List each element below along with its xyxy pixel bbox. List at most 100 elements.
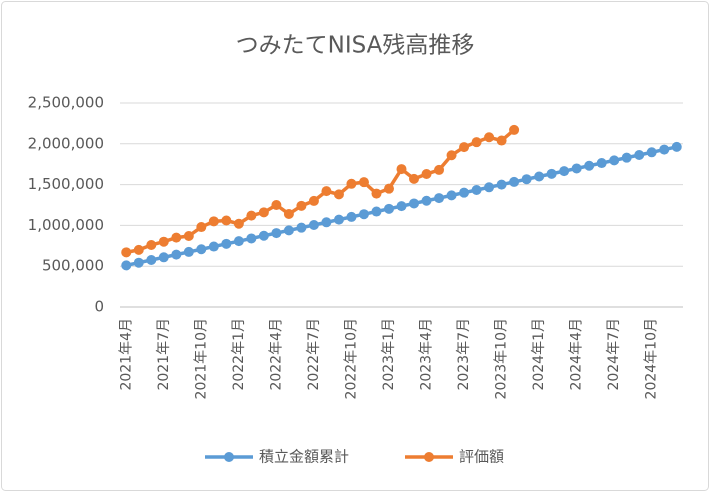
y-tick-label: 1,500,000	[28, 175, 104, 193]
data-point	[446, 190, 457, 201]
data-point	[333, 189, 344, 200]
data-point	[296, 222, 307, 233]
data-point	[459, 142, 470, 153]
data-point	[396, 201, 407, 212]
x-tick-label: 2021年7月	[156, 318, 172, 391]
data-point	[146, 239, 157, 250]
legend-marker	[224, 452, 234, 462]
data-point	[246, 233, 257, 244]
data-point	[371, 206, 382, 217]
y-tick-label: 500,000	[42, 257, 104, 275]
chart-title: つみたてNISA残高推移	[236, 33, 475, 59]
data-point	[258, 207, 269, 218]
data-point	[121, 260, 132, 271]
data-point	[321, 217, 332, 228]
data-point	[471, 184, 482, 195]
data-point	[183, 246, 194, 257]
data-point	[409, 173, 420, 184]
x-tick-label: 2021年10月	[193, 318, 209, 399]
data-point	[133, 257, 144, 268]
data-point	[534, 171, 545, 182]
data-point	[509, 124, 520, 135]
data-point	[296, 200, 307, 211]
data-point	[221, 215, 232, 226]
data-point	[158, 236, 169, 247]
data-point	[484, 182, 495, 193]
data-point	[496, 179, 507, 190]
y-tick-label: 1,000,000	[28, 216, 104, 234]
data-point	[271, 228, 282, 239]
y-tick-label: 2,500,000	[28, 94, 104, 112]
data-point	[521, 174, 532, 185]
data-point	[559, 166, 570, 177]
legend-label: 積立金額累計	[259, 448, 349, 466]
data-point	[308, 195, 319, 206]
x-tick-label: 2021年4月	[118, 318, 134, 391]
data-point	[208, 241, 219, 252]
data-point	[171, 232, 182, 243]
data-point	[421, 195, 432, 206]
data-point	[609, 155, 620, 166]
data-point	[183, 231, 194, 242]
data-point	[484, 132, 495, 143]
data-point	[383, 183, 394, 194]
data-point	[434, 164, 445, 175]
x-tick-label: 2022年10月	[343, 318, 359, 399]
data-point	[421, 168, 432, 179]
data-point	[233, 218, 244, 229]
x-tick-label: 2023年4月	[419, 318, 435, 391]
data-point	[233, 236, 244, 247]
data-point	[634, 149, 645, 160]
data-point	[271, 200, 282, 210]
data-point	[659, 144, 670, 155]
data-point	[333, 214, 344, 225]
data-point	[596, 158, 607, 169]
data-point	[383, 203, 394, 214]
data-point	[671, 141, 682, 152]
x-tick-label: 2022年4月	[268, 318, 284, 391]
x-tick-label: 2023年7月	[456, 318, 472, 391]
data-point	[496, 135, 507, 146]
data-point	[258, 230, 269, 241]
data-point	[471, 137, 482, 148]
y-tick-label: 2,000,000	[28, 134, 104, 152]
x-tick-label: 2024年10月	[644, 318, 660, 399]
data-point	[158, 252, 169, 263]
data-point	[396, 164, 407, 175]
data-point	[509, 176, 520, 187]
data-point	[246, 210, 257, 221]
x-tick-label: 2022年1月	[231, 318, 247, 391]
data-point	[283, 225, 294, 236]
data-point	[321, 186, 332, 197]
data-point	[434, 193, 445, 204]
x-tick-label: 2023年10月	[494, 318, 510, 399]
data-point	[371, 188, 382, 199]
data-point	[133, 244, 144, 255]
data-point	[196, 244, 207, 255]
data-point	[196, 222, 207, 233]
data-point	[221, 238, 232, 249]
legend-label: 評価額	[459, 448, 504, 466]
data-point	[171, 249, 182, 260]
x-tick-label: 2024年4月	[569, 318, 585, 391]
data-point	[584, 160, 595, 171]
data-point	[646, 147, 657, 158]
data-point	[346, 178, 357, 189]
data-point	[621, 152, 632, 163]
data-point	[358, 209, 369, 220]
data-point	[358, 177, 369, 188]
y-tick-label: 0	[94, 298, 104, 316]
x-tick-label: 2022年7月	[306, 318, 322, 391]
data-point	[308, 219, 319, 230]
data-point	[459, 187, 470, 198]
x-tick-label: 2024年1月	[531, 318, 547, 391]
data-point	[546, 168, 557, 179]
data-point	[121, 247, 132, 258]
data-point	[346, 211, 357, 222]
legend-marker	[424, 452, 434, 462]
x-tick-label: 2024年7月	[606, 318, 622, 391]
x-tick-label: 2023年1月	[381, 318, 397, 391]
data-point	[409, 198, 420, 209]
